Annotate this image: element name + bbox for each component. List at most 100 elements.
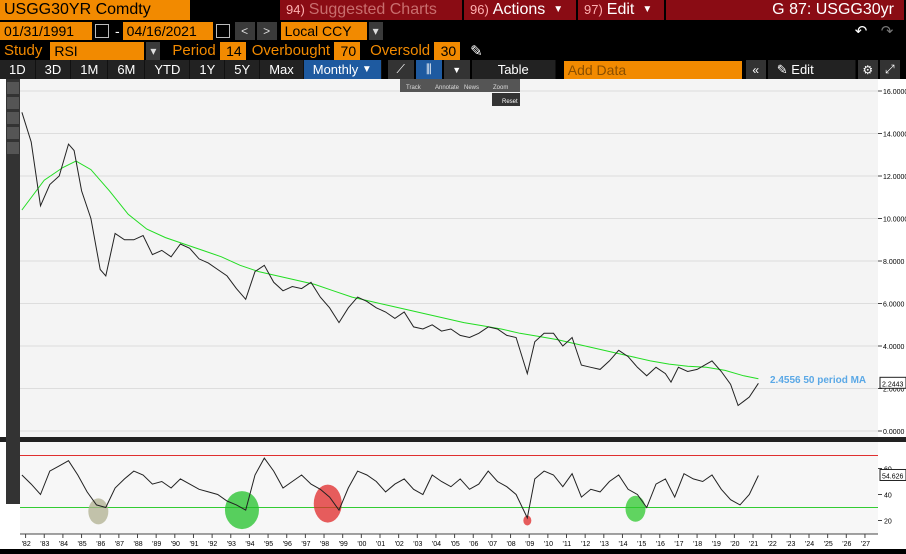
- study-bar: Study RSI ▾ Period 14 Overbought 70 Over…: [0, 41, 906, 60]
- text-tool-icon[interactable]: [7, 112, 19, 124]
- actions-dropdown-icon: ▼: [553, 4, 564, 15]
- tab-1d[interactable]: 1D: [0, 60, 36, 79]
- price-line: [21, 112, 759, 407]
- tab-6m[interactable]: 6M: [108, 60, 146, 79]
- security-ticker[interactable]: USGG30YR Comdty: [0, 0, 190, 20]
- table-button[interactable]: Table: [471, 60, 556, 79]
- x-tick-label: '89: [152, 541, 161, 548]
- expand-icon[interactable]: ⤢: [879, 60, 900, 79]
- x-tick-label: '09: [525, 541, 534, 548]
- end-date-field[interactable]: 04/16/2021: [122, 22, 213, 40]
- x-tick-label: '05: [451, 541, 460, 548]
- add-data-input[interactable]: Add Data: [563, 60, 742, 79]
- settings-icon[interactable]: ⚙: [857, 60, 878, 79]
- x-tick-label: '21: [749, 541, 758, 548]
- rsi-tick-label: 20: [884, 519, 892, 526]
- next-period-button[interactable]: >: [256, 22, 277, 40]
- x-tick-label: '19: [712, 541, 721, 548]
- currency-select[interactable]: Local CCY: [280, 22, 367, 40]
- tab-actions[interactable]: 96) Actions ▼: [464, 0, 576, 20]
- rsi-highlight-circle: [313, 484, 342, 523]
- page-code-box: G 87: USGG30yr: [666, 0, 904, 20]
- trendline-tool-icon[interactable]: [7, 97, 19, 109]
- start-date-field[interactable]: 01/31/1991: [0, 22, 92, 40]
- x-tick-label: '95: [264, 541, 273, 548]
- collapse-left-icon[interactable]: «: [745, 60, 766, 79]
- period-label: Period: [172, 42, 216, 59]
- x-tick-label: '00: [357, 541, 366, 548]
- date-separator: -: [115, 23, 120, 39]
- x-tick-label: '13: [600, 541, 609, 548]
- x-tick-label: '22: [768, 541, 777, 548]
- prev-period-button[interactable]: <: [234, 22, 255, 40]
- shape-tool-icon[interactable]: [7, 142, 19, 154]
- chart-area[interactable]: 16.0000 14.0000 12.0000 10.0000 8.0000 6.0000…: [0, 79, 906, 549]
- redo-icon[interactable]: ↷: [880, 23, 894, 40]
- x-tick-label: '16: [656, 541, 665, 548]
- x-tick-label: '97: [301, 541, 310, 548]
- calendar-start-icon[interactable]: [95, 24, 109, 38]
- tab-edit[interactable]: 97) Edit ▼: [578, 0, 664, 20]
- tab-max[interactable]: Max: [260, 60, 304, 79]
- calendar-end-icon[interactable]: [215, 24, 230, 38]
- panel-divider: [0, 437, 906, 442]
- ma-annotation: 2.4556 50 period MA: [770, 375, 866, 386]
- oversold-label: Oversold: [370, 42, 431, 59]
- line-chart-icon[interactable]: ⟋: [387, 60, 414, 79]
- study-dropdown-icon[interactable]: ▾: [146, 41, 161, 60]
- x-tick-label: '87: [115, 541, 124, 548]
- x-tick-label: '94: [245, 541, 254, 548]
- page-code: G 87: USGG30yr: [772, 1, 894, 18]
- currency-dropdown-icon[interactable]: ▾: [368, 22, 383, 40]
- tab-ytd[interactable]: YTD: [145, 60, 191, 79]
- overbought-label: Overbought: [251, 42, 331, 59]
- x-tick-label: '02: [395, 541, 404, 548]
- rsi-last-box: [879, 468, 906, 481]
- tab-edit-label: Edit: [606, 1, 635, 18]
- x-tick-label: '98: [320, 541, 329, 548]
- chart-canvas[interactable]: 16.0000 14.0000 12.0000 10.0000 8.0000 6.0000…: [0, 79, 906, 549]
- period-field[interactable]: 14: [219, 41, 246, 60]
- bar-chart-icon[interactable]: ⫼: [415, 60, 442, 79]
- tab-3d[interactable]: 3D: [35, 60, 72, 79]
- tab-actions-num: 96): [470, 2, 489, 17]
- x-tick-label: '92: [208, 541, 217, 548]
- rsi-last-label: 54.626: [882, 473, 904, 480]
- edit-dropdown-icon: ▼: [642, 4, 653, 15]
- pointer-tool-icon[interactable]: [7, 82, 19, 94]
- frequency-select[interactable]: Monthly ▼: [303, 60, 382, 79]
- rsi-highlight-circle: [523, 515, 532, 526]
- x-tick-label: '88: [134, 541, 143, 548]
- rsi-line: [21, 457, 759, 520]
- oversold-field[interactable]: 30: [434, 41, 461, 60]
- tab-1y[interactable]: 1Y: [190, 60, 226, 79]
- x-tick-label: '15: [637, 541, 646, 548]
- pencil-icon[interactable]: ✎: [470, 42, 483, 60]
- x-tick-label: '85: [78, 541, 87, 548]
- price-tick-label: 8.0000: [883, 259, 905, 266]
- drawing-tools-strip: [6, 79, 20, 504]
- price-tick-label: 12.0000: [883, 174, 906, 181]
- tab-suggested-num: 94): [286, 2, 305, 17]
- x-tick-label: '04: [432, 541, 441, 548]
- undo-icon[interactable]: ↶: [854, 23, 868, 40]
- mini-toolbar-item: Annotate: [435, 85, 460, 91]
- rsi-tick-label: 40: [884, 493, 892, 500]
- x-tick-label: '06: [469, 541, 478, 548]
- chart-type-dropdown-icon[interactable]: ▼: [443, 60, 470, 79]
- edit-chart-button[interactable]: ✎ Edit Chart: [767, 60, 856, 96]
- title-bar: USGG30YR Comdty 94) Suggested Charts 96)…: [0, 0, 906, 20]
- tab-actions-label: Actions: [492, 1, 546, 18]
- study-select[interactable]: RSI: [50, 41, 145, 60]
- tab-5y[interactable]: 5Y: [225, 60, 261, 79]
- price-tick-label: 2.0000: [883, 387, 905, 394]
- rsi-highlight-circle: [224, 491, 259, 530]
- mini-toolbar-item: Track: [406, 85, 422, 91]
- toolbar: 1D 3D 1M 6M YTD 1Y 5Y Max Monthly ▼ ⟋ ⫼ …: [0, 60, 906, 96]
- mini-toolbar-item: Zoom: [493, 85, 508, 91]
- tab-1m[interactable]: 1M: [71, 60, 109, 79]
- fib-tool-icon[interactable]: [7, 127, 19, 139]
- tab-suggested-charts[interactable]: 94) Suggested Charts: [280, 0, 462, 20]
- last-price-box: [879, 376, 906, 389]
- overbought-field[interactable]: 70: [334, 41, 361, 60]
